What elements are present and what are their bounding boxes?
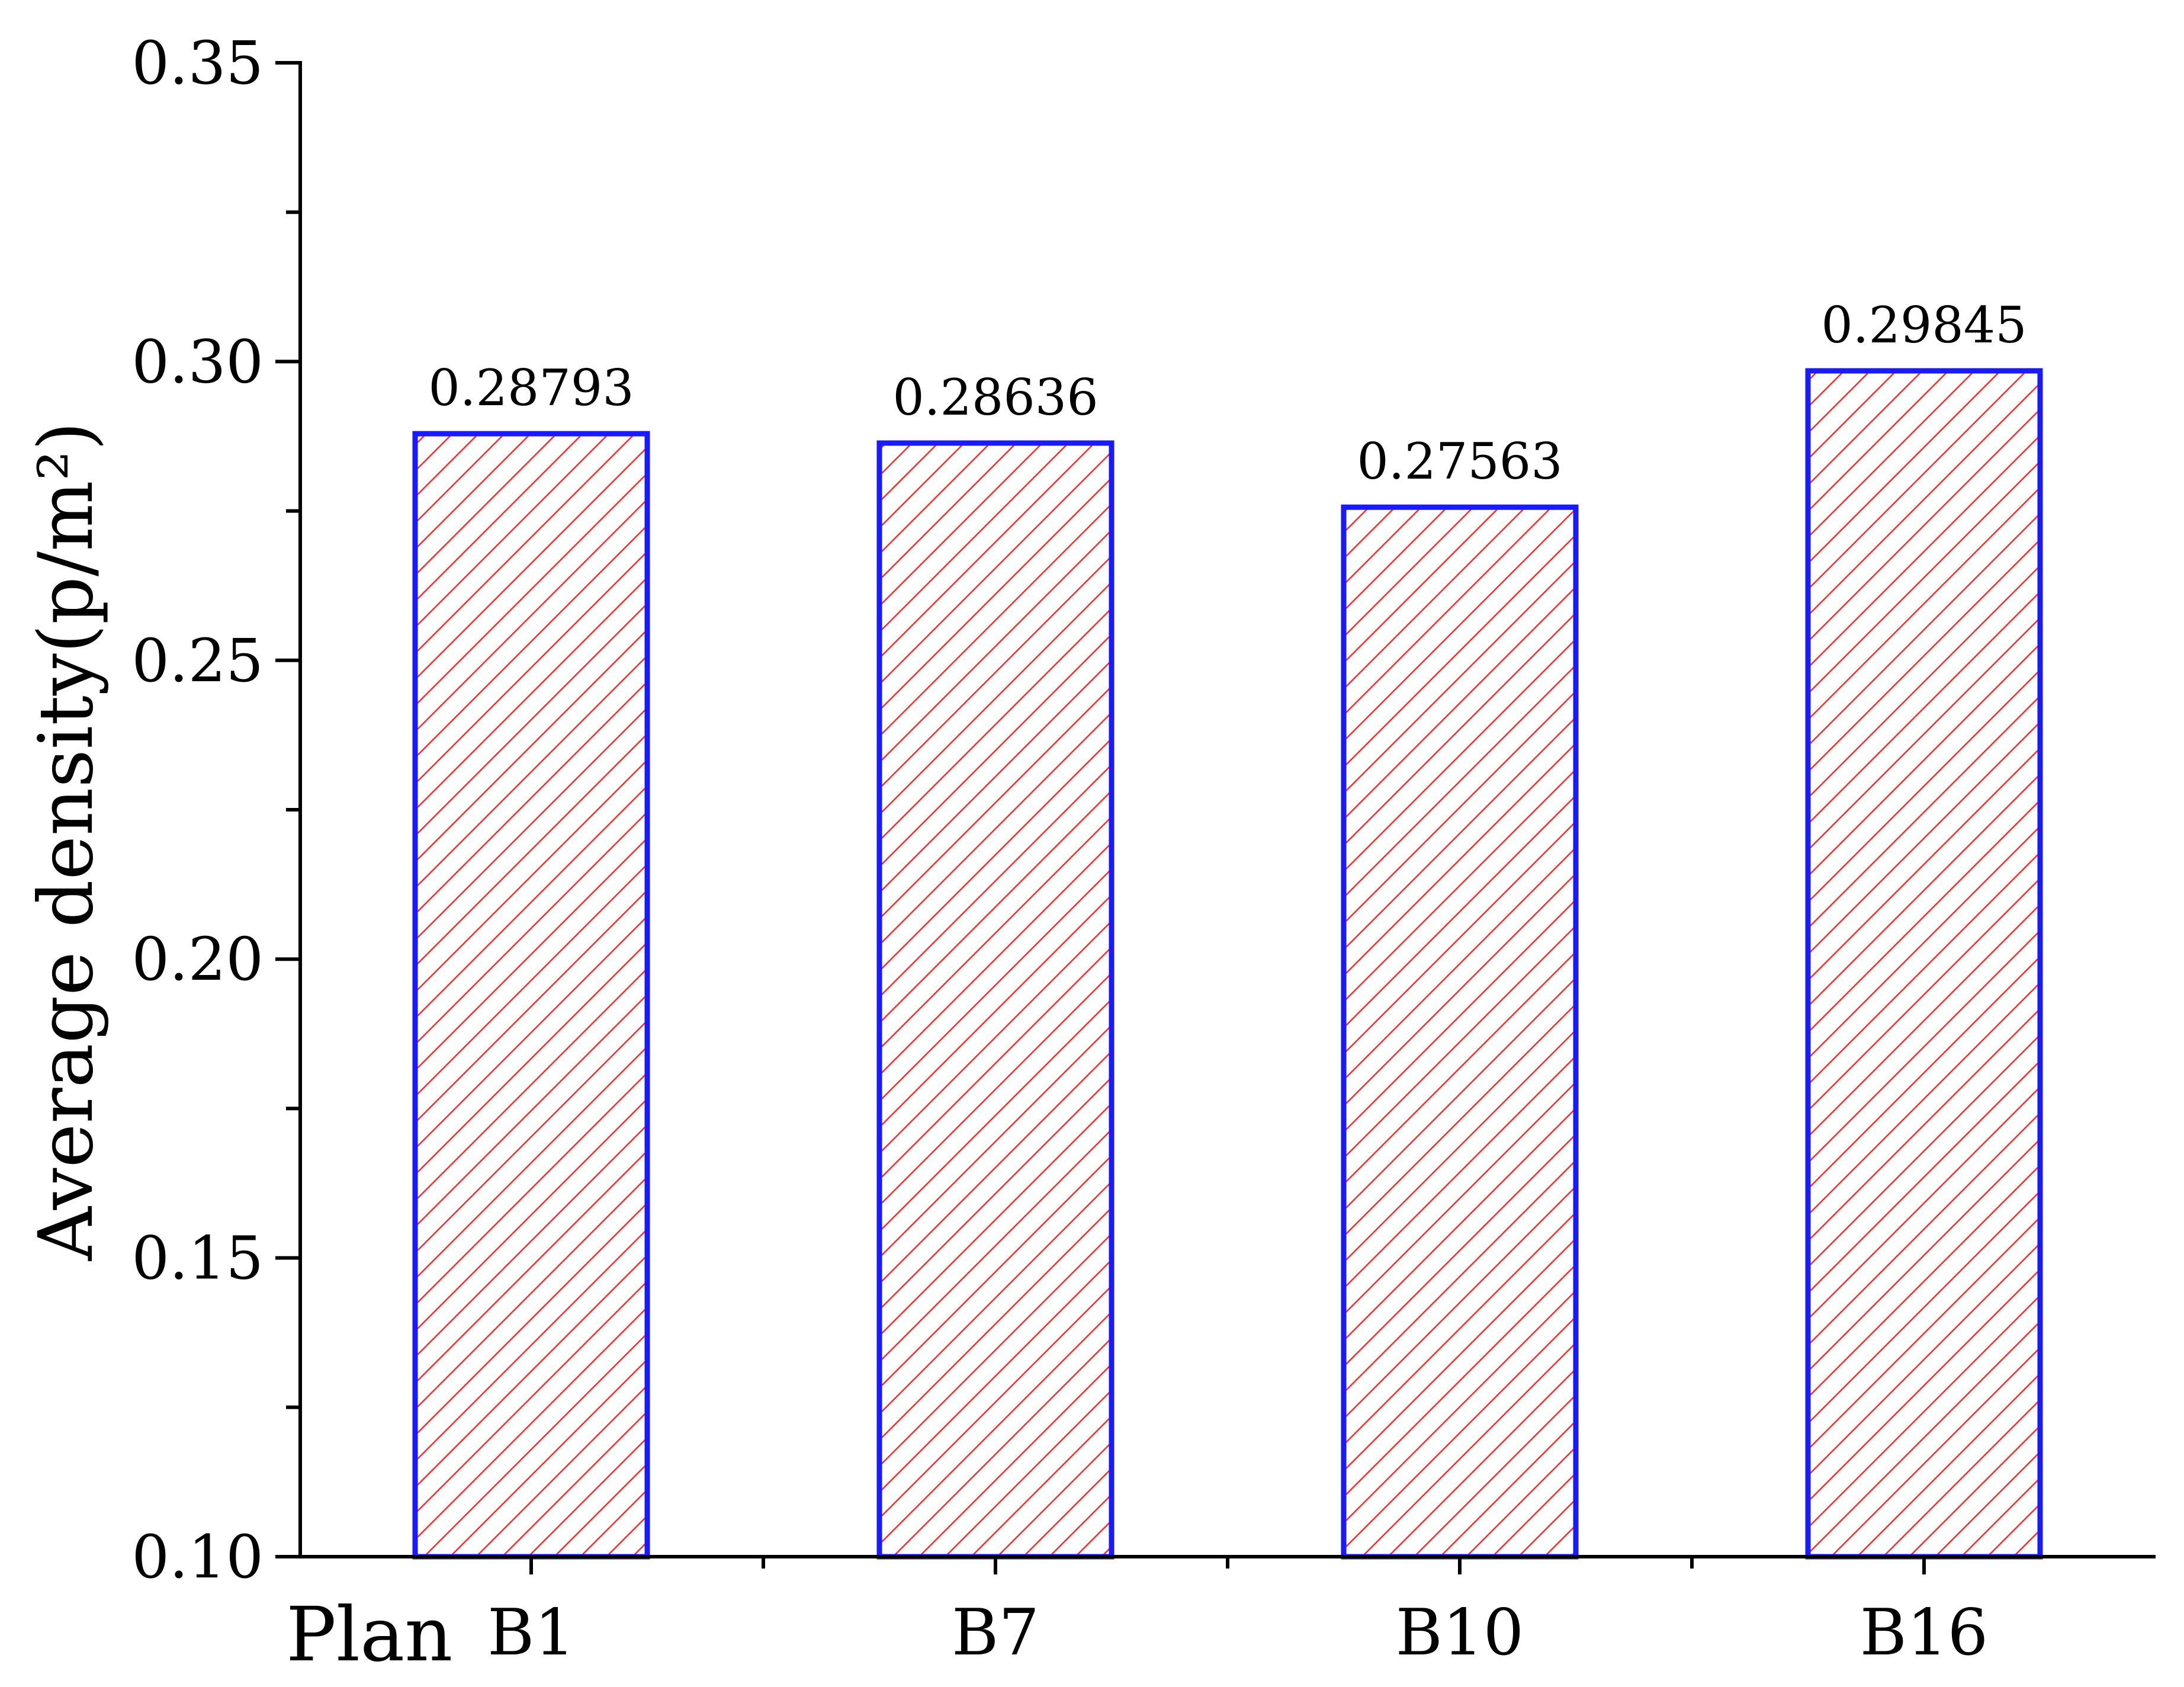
y-tick-label: 0.25 (131, 626, 264, 695)
y-tick-label: 0.15 (131, 1224, 264, 1293)
bar-b16 (1805, 368, 2043, 1560)
y-tick-label: 0.35 (131, 28, 264, 98)
data-label-b7: 0.28636 (892, 368, 1098, 426)
y-tick-label: 0.20 (131, 925, 264, 994)
data-label-b10: 0.27563 (1357, 432, 1562, 490)
bar-b1 (412, 431, 650, 1560)
bar-b7 (876, 440, 1115, 1560)
y-ticks-group: 0.10 0.15 0.20 0.25 0.30 0.35 (131, 28, 300, 1592)
axes: 0.10 0.15 0.20 0.25 0.30 0.35 B1 B7 B10 B16 (131, 28, 2156, 1670)
y-axis-title: Average density(p/m²) (23, 422, 110, 1262)
data-labels-group: 0.28793 0.28636 0.27563 0.29845 (428, 296, 2026, 490)
data-label-b1: 0.28793 (428, 359, 634, 417)
x-tick-label: B7 (952, 1596, 1039, 1670)
x-ticks-group: B1 B7 B10 B16 (487, 1557, 1988, 1670)
y-tick-label: 0.30 (131, 327, 264, 396)
x-axis-title: Plan (286, 1591, 452, 1678)
x-tick-label: B1 (487, 1596, 575, 1670)
x-tick-label: B16 (1860, 1596, 1989, 1670)
bar-b10 (1341, 504, 1579, 1560)
y-tick-label: 0.10 (131, 1522, 264, 1592)
data-label-b16: 0.29845 (1821, 296, 2026, 354)
x-tick-label: B10 (1396, 1596, 1524, 1670)
bars-group (412, 368, 2043, 1560)
